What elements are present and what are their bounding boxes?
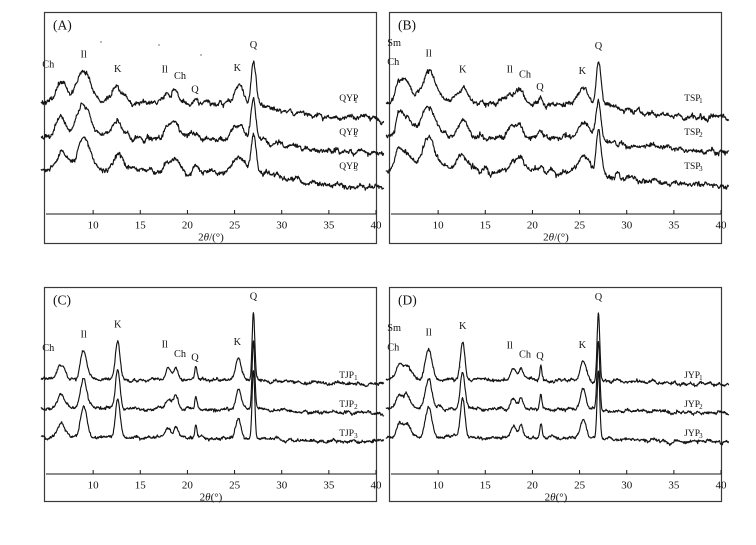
- svg-text:Q: Q: [250, 292, 258, 303]
- svg-text:K: K: [114, 320, 122, 331]
- svg-text:35: 35: [323, 480, 335, 492]
- svg-text:Il: Il: [426, 49, 432, 60]
- svg-text:TJP: TJP: [339, 371, 354, 381]
- svg-text:15: 15: [135, 220, 147, 232]
- svg-text:K: K: [234, 63, 242, 74]
- svg-text:Q: Q: [250, 40, 258, 51]
- svg-text:Il: Il: [507, 341, 513, 352]
- svg-text:30: 30: [276, 480, 288, 492]
- svg-text:K: K: [114, 64, 122, 75]
- svg-text:35: 35: [323, 220, 335, 232]
- svg-text:25: 25: [574, 480, 586, 492]
- svg-text:1: 1: [354, 374, 358, 382]
- svg-text:2: 2: [699, 131, 703, 139]
- svg-text:JYP: JYP: [684, 371, 700, 381]
- svg-text:10: 10: [433, 480, 445, 492]
- svg-text:K: K: [459, 321, 467, 332]
- svg-text:Ch: Ch: [174, 71, 187, 82]
- svg-text:Q: Q: [191, 84, 199, 95]
- svg-text:3: 3: [699, 432, 703, 440]
- svg-text:Q: Q: [191, 353, 199, 364]
- svg-text:Il: Il: [162, 64, 168, 75]
- svg-text:Sm: Sm: [387, 38, 401, 49]
- svg-text:25: 25: [574, 220, 586, 232]
- svg-text:20: 20: [182, 220, 194, 232]
- svg-text:30: 30: [621, 480, 633, 492]
- svg-text:3: 3: [354, 165, 358, 173]
- svg-text:35: 35: [668, 220, 680, 232]
- svg-text:Q: Q: [595, 41, 603, 52]
- svg-text:Ch: Ch: [387, 57, 400, 68]
- svg-text:15: 15: [480, 220, 492, 232]
- svg-text:25: 25: [229, 480, 241, 492]
- svg-text:Ch: Ch: [42, 59, 55, 70]
- svg-text:K: K: [579, 340, 587, 351]
- svg-text:20: 20: [182, 480, 194, 492]
- svg-text:2θ/(°): 2θ/(°): [198, 232, 224, 244]
- svg-text:(D): (D): [398, 293, 417, 308]
- svg-text:Il: Il: [426, 327, 432, 338]
- svg-text:2θ(°): 2θ(°): [200, 492, 223, 504]
- svg-text:(B): (B): [398, 18, 416, 33]
- svg-text:1: 1: [354, 97, 358, 105]
- svg-text:40: 40: [716, 480, 728, 492]
- svg-text:(A): (A): [53, 18, 72, 33]
- svg-text:3: 3: [699, 165, 703, 173]
- svg-text:2θ/(°): 2θ/(°): [543, 232, 569, 244]
- svg-text:JYP: JYP: [684, 429, 700, 439]
- svg-text:2: 2: [354, 403, 358, 411]
- svg-text:TJP: TJP: [339, 400, 354, 410]
- svg-text:25: 25: [229, 220, 241, 232]
- svg-text:Il: Il: [162, 339, 168, 350]
- svg-text:40: 40: [716, 220, 728, 232]
- svg-text:1: 1: [699, 374, 703, 382]
- svg-text:Ch: Ch: [174, 349, 187, 360]
- svg-text:15: 15: [480, 480, 492, 492]
- svg-text:35: 35: [668, 480, 680, 492]
- svg-text:(C): (C): [53, 293, 71, 308]
- svg-text:10: 10: [88, 480, 100, 492]
- svg-text:K: K: [579, 66, 587, 77]
- svg-text:K: K: [234, 337, 242, 348]
- svg-text:Q: Q: [536, 351, 544, 362]
- svg-text:Ch: Ch: [42, 343, 55, 354]
- svg-text:Q: Q: [595, 292, 603, 303]
- svg-text:40: 40: [371, 220, 383, 232]
- svg-text:Sm: Sm: [387, 323, 401, 334]
- svg-text:TJP: TJP: [339, 429, 354, 439]
- svg-text:30: 30: [276, 220, 288, 232]
- svg-text:Ch: Ch: [519, 70, 532, 81]
- svg-text:15: 15: [135, 480, 147, 492]
- svg-text:20: 20: [527, 220, 539, 232]
- svg-text:2: 2: [699, 403, 703, 411]
- svg-text:10: 10: [88, 220, 100, 232]
- svg-text:Ch: Ch: [387, 342, 400, 353]
- svg-text:1: 1: [699, 97, 703, 105]
- svg-text:2: 2: [354, 131, 358, 139]
- svg-text:2θ(°): 2θ(°): [545, 492, 568, 504]
- svg-text:Il: Il: [81, 330, 87, 341]
- svg-text:Il: Il: [81, 49, 87, 60]
- svg-text:3: 3: [354, 432, 358, 440]
- svg-text:40: 40: [371, 480, 383, 492]
- svg-text:10: 10: [433, 220, 445, 232]
- svg-text:K: K: [459, 65, 467, 76]
- svg-text:Il: Il: [507, 64, 513, 75]
- svg-text:Ch: Ch: [519, 350, 532, 361]
- svg-text:Q: Q: [536, 82, 544, 93]
- svg-text:JYP: JYP: [684, 400, 700, 410]
- svg-text:20: 20: [527, 480, 539, 492]
- svg-text:30: 30: [621, 220, 633, 232]
